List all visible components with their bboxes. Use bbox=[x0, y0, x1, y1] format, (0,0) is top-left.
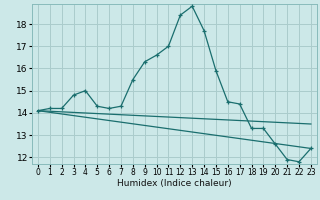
X-axis label: Humidex (Indice chaleur): Humidex (Indice chaleur) bbox=[117, 179, 232, 188]
